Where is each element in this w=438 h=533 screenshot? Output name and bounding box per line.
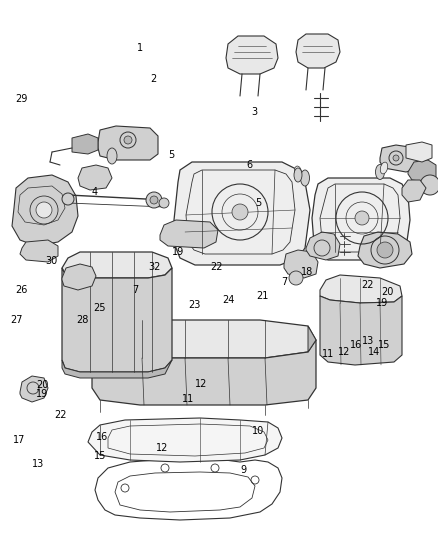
Polygon shape bbox=[408, 160, 436, 182]
Text: 11: 11 bbox=[182, 394, 194, 403]
Polygon shape bbox=[62, 360, 172, 378]
Circle shape bbox=[393, 155, 399, 161]
Polygon shape bbox=[62, 264, 96, 290]
Text: 1: 1 bbox=[137, 43, 143, 53]
Polygon shape bbox=[92, 320, 316, 358]
Text: 5: 5 bbox=[255, 198, 261, 207]
Ellipse shape bbox=[300, 170, 310, 186]
Polygon shape bbox=[320, 275, 402, 303]
Text: 7: 7 bbox=[282, 278, 288, 287]
Circle shape bbox=[36, 202, 52, 218]
Text: 14: 14 bbox=[368, 347, 381, 357]
Polygon shape bbox=[88, 418, 282, 462]
Text: 3: 3 bbox=[251, 107, 257, 117]
Text: 15: 15 bbox=[94, 451, 106, 461]
Circle shape bbox=[150, 196, 158, 204]
Text: 24: 24 bbox=[223, 295, 235, 304]
Text: 12: 12 bbox=[338, 347, 350, 357]
Text: 9: 9 bbox=[240, 465, 246, 475]
Ellipse shape bbox=[375, 165, 385, 180]
Text: 20: 20 bbox=[381, 287, 393, 297]
Polygon shape bbox=[20, 376, 48, 402]
Polygon shape bbox=[160, 220, 218, 248]
Text: 27: 27 bbox=[11, 315, 23, 325]
Text: 20: 20 bbox=[36, 380, 48, 390]
Text: 21: 21 bbox=[257, 291, 269, 301]
Circle shape bbox=[120, 132, 136, 148]
Polygon shape bbox=[358, 232, 412, 268]
Polygon shape bbox=[320, 296, 402, 365]
Text: 23: 23 bbox=[189, 300, 201, 310]
Text: 10: 10 bbox=[252, 426, 265, 435]
Polygon shape bbox=[226, 36, 278, 74]
Text: 32: 32 bbox=[148, 262, 160, 271]
Text: 13: 13 bbox=[362, 336, 374, 346]
Circle shape bbox=[124, 136, 132, 144]
Circle shape bbox=[232, 204, 248, 220]
Text: 19: 19 bbox=[36, 390, 48, 399]
Polygon shape bbox=[92, 340, 316, 405]
Text: 19: 19 bbox=[172, 247, 184, 256]
Text: 18: 18 bbox=[300, 267, 313, 277]
Polygon shape bbox=[98, 126, 158, 160]
Ellipse shape bbox=[294, 166, 302, 178]
Circle shape bbox=[389, 151, 403, 165]
Circle shape bbox=[420, 175, 438, 195]
Polygon shape bbox=[20, 240, 58, 262]
Text: 26: 26 bbox=[16, 286, 28, 295]
Text: 6: 6 bbox=[247, 160, 253, 170]
Text: 29: 29 bbox=[15, 94, 27, 103]
Text: 4: 4 bbox=[91, 187, 97, 197]
Ellipse shape bbox=[380, 162, 388, 174]
Text: 5: 5 bbox=[168, 150, 174, 159]
Text: 11: 11 bbox=[322, 350, 335, 359]
Text: 15: 15 bbox=[378, 341, 391, 350]
Circle shape bbox=[159, 198, 169, 208]
Text: 19: 19 bbox=[376, 298, 388, 308]
Circle shape bbox=[62, 193, 74, 205]
Polygon shape bbox=[62, 268, 172, 372]
Text: 2: 2 bbox=[150, 74, 156, 84]
Text: 16: 16 bbox=[95, 432, 108, 442]
Text: 17: 17 bbox=[13, 435, 25, 445]
Polygon shape bbox=[284, 250, 318, 278]
Polygon shape bbox=[78, 165, 112, 190]
Polygon shape bbox=[380, 145, 422, 172]
Polygon shape bbox=[62, 252, 172, 278]
Text: 30: 30 bbox=[46, 256, 58, 266]
Polygon shape bbox=[402, 180, 426, 202]
Text: 25: 25 bbox=[94, 303, 106, 313]
Text: 16: 16 bbox=[350, 341, 362, 350]
Text: 12: 12 bbox=[195, 379, 208, 389]
Text: 13: 13 bbox=[32, 459, 44, 469]
Polygon shape bbox=[296, 34, 340, 68]
Polygon shape bbox=[406, 142, 432, 162]
Text: 22: 22 bbox=[211, 262, 223, 271]
Polygon shape bbox=[174, 162, 310, 265]
Polygon shape bbox=[308, 326, 316, 352]
Polygon shape bbox=[12, 175, 78, 246]
Text: 22: 22 bbox=[54, 410, 67, 419]
Ellipse shape bbox=[294, 168, 302, 182]
Circle shape bbox=[289, 271, 303, 285]
Circle shape bbox=[377, 242, 393, 258]
Polygon shape bbox=[306, 232, 340, 260]
Ellipse shape bbox=[107, 148, 117, 164]
Text: 12: 12 bbox=[156, 443, 168, 453]
Polygon shape bbox=[312, 178, 410, 260]
Text: 22: 22 bbox=[362, 280, 374, 290]
Text: 28: 28 bbox=[76, 315, 88, 325]
Polygon shape bbox=[72, 134, 98, 154]
Text: 7: 7 bbox=[133, 286, 139, 295]
Circle shape bbox=[355, 211, 369, 225]
Circle shape bbox=[146, 192, 162, 208]
